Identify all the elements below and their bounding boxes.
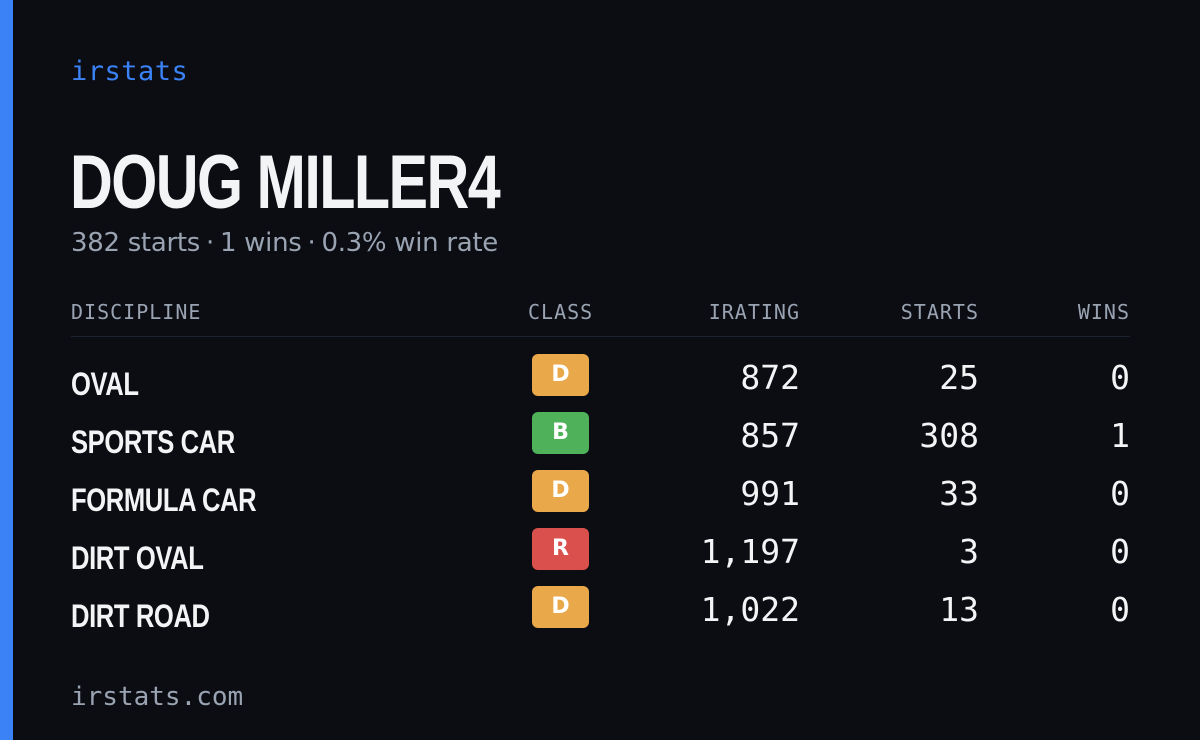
starts-value: 33 (939, 474, 979, 513)
class-badge: D (532, 470, 589, 512)
accent-bar (0, 0, 13, 740)
class-badge: B (532, 412, 589, 454)
header-divider (71, 336, 1130, 337)
wins-value: 0 (1110, 590, 1130, 629)
header-starts: STARTS (900, 300, 979, 324)
brand-logo-text: irstats (71, 56, 189, 87)
discipline-name: OVAL (71, 366, 139, 402)
irating-value: 1,022 (700, 590, 800, 629)
driver-name: DOUG MILLER4 (70, 140, 501, 225)
wins-value: 0 (1110, 358, 1130, 397)
irating-value: 857 (740, 416, 800, 455)
driver-summary: 382 starts · 1 wins · 0.3% win rate (71, 228, 498, 258)
footer-url: irstats.com (71, 682, 244, 712)
header-wins: WINS (1077, 300, 1130, 324)
discipline-name: DIRT ROAD (71, 598, 210, 634)
table-row: SPORTS CAR B 857 308 1 (71, 412, 1130, 462)
header-irating: IRATING (708, 300, 800, 324)
class-badge: D (532, 586, 589, 628)
summary-win-rate: 0.3% win rate (321, 228, 498, 258)
irating-value: 1,197 (700, 532, 800, 571)
summary-starts: 382 starts (71, 228, 200, 258)
starts-value: 308 (919, 416, 979, 455)
discipline-name: FORMULA CAR (71, 482, 257, 518)
wins-value: 0 (1110, 532, 1130, 571)
irating-value: 991 (740, 474, 800, 513)
wins-value: 1 (1110, 416, 1130, 455)
wins-value: 0 (1110, 474, 1130, 513)
discipline-name: DIRT OVAL (71, 540, 204, 576)
discipline-name: SPORTS CAR (71, 424, 235, 460)
header-class: CLASS (528, 300, 594, 324)
summary-separator: · (307, 228, 316, 258)
irating-value: 872 (740, 358, 800, 397)
table-row: DIRT ROAD D 1,022 13 0 (71, 586, 1130, 636)
starts-value: 13 (939, 590, 979, 629)
table-row: FORMULA CAR D 991 33 0 (71, 470, 1130, 520)
summary-separator: · (206, 228, 214, 258)
header-discipline: DISCIPLINE (71, 300, 202, 324)
class-badge: D (532, 354, 589, 396)
table-row: OVAL D 872 25 0 (71, 354, 1130, 404)
summary-wins: 1 wins (219, 228, 302, 258)
starts-value: 3 (959, 532, 979, 571)
table-header: DISCIPLINE CLASS IRATING STARTS WINS (71, 300, 1130, 326)
starts-value: 25 (939, 358, 979, 397)
class-badge: R (532, 528, 589, 570)
table-row: DIRT OVAL R 1,197 3 0 (71, 528, 1130, 578)
